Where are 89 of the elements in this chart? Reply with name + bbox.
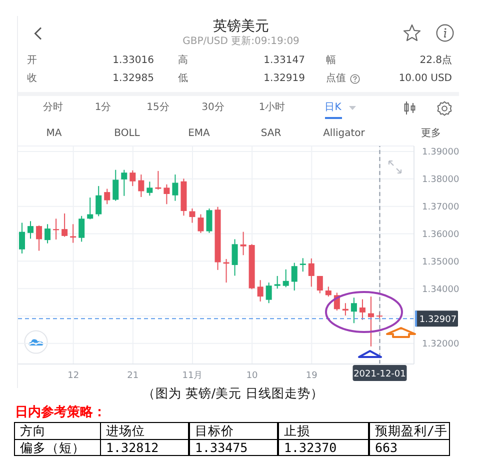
text: 1分 [94,102,112,114]
x-tick-label: 21 [127,371,139,381]
candlestick [198,214,204,234]
y-tick-label: 1.32000 [422,340,460,350]
y-tick-label: 1.38000 [422,175,460,186]
text: 分时 [43,102,63,114]
candlestick [87,197,94,220]
text: 10.00 USD [398,73,452,85]
candlestick [121,169,128,196]
y-tick-label: 1.39000 [422,148,460,158]
candlestick [308,258,314,288]
text: 开 [27,55,37,67]
candlestick [78,215,85,242]
x-tick-label: 11月 [182,371,203,381]
text: 15分 [146,102,170,114]
text: 1.33016 [112,55,154,67]
text: 1.32812 [100,438,189,456]
y-tick-label: 1.37000 [422,202,460,213]
text: 663 [369,438,450,456]
text: 日K [324,102,342,114]
candlestick [266,282,272,304]
candlestick [96,186,102,217]
text: 更多 [421,128,441,140]
text: SAR [260,128,282,140]
text: 幅 [326,55,336,67]
text: 进场位 [100,422,189,440]
candlestick [291,262,298,292]
chart-title: 英镑美元 [213,18,269,36]
candlestick [300,258,306,272]
y-tick-label: 1.36000 [422,230,460,240]
candlestick [368,296,374,347]
candlestick [138,174,144,198]
y-tick-label: 1.35000 [422,257,460,268]
candlestick [342,302,348,316]
text: 1.33147 [264,55,305,67]
x-tick-label: 12 [68,371,80,381]
candlestick [104,188,110,205]
candlestick [257,280,264,302]
text: （图为 英镑/美元 日线图走势） [142,386,324,400]
candlestick [172,174,178,202]
text: 高 [178,55,188,67]
text: 点值 [326,73,346,85]
text: 预期盈利/手 [369,422,450,440]
candlestick [350,297,357,324]
text: 1小时 [258,102,286,114]
candlestick [70,224,76,244]
text: 1.32985 [112,73,154,85]
text: Alligator [323,128,365,140]
chart-subtitle: GBP/USD 更新:09:19:09 [182,36,300,48]
candlestick [232,238,238,276]
text: MA [46,128,62,140]
text: EMA [188,128,210,140]
text: 30分 [202,102,224,114]
candlestick [130,170,136,187]
candlestick [189,208,196,224]
text: 22.8点 [420,55,452,67]
candlestick [240,231,246,256]
text: 1.32919 [264,73,305,85]
candlestick [44,224,51,244]
candlestick [274,275,280,290]
candlestick [359,298,366,320]
candlestick [316,275,323,294]
text: 1.33475 [189,438,278,456]
text: 偏多（短） [14,438,101,456]
candlestick [28,220,34,240]
text: 方向 [14,422,101,440]
candlestick [282,268,289,288]
text: 1.32370 [278,438,369,456]
text: 目标价 [189,422,278,440]
candlestick [112,169,119,202]
candlestick [206,208,212,234]
candlestick [62,212,68,238]
x-tick-label: 2021-12-01 [354,370,406,380]
y-tick-label: 1.34000 [422,284,460,295]
ref-line-label: 1.32907 [419,315,457,326]
x-tick-label: 10 [246,371,258,381]
text: 收 [27,73,37,85]
candlestick [155,170,162,190]
candlestick [164,184,170,205]
candlestick [19,222,25,254]
candlestick [36,225,42,252]
candlestick [146,181,153,196]
text: 低 [178,73,188,85]
text: 日内参考策略： [15,405,106,421]
x-tick-label: 19 [306,371,318,381]
text: BOLL [114,128,140,140]
candlestick [53,218,60,240]
candlestick [325,286,332,298]
text: 止损 [278,422,369,440]
